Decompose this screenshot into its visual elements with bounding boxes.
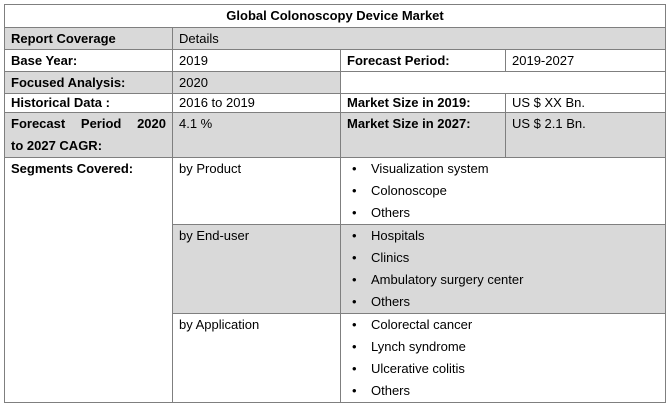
base-year-label: Base Year:	[4, 49, 173, 72]
market-size-2027-value: US $ 2.1 Bn.	[504, 112, 667, 158]
list-item: Lynch syndrome	[347, 336, 659, 358]
segment-application-name: by Application	[172, 313, 341, 403]
forecast-cagr-label-line2: to 2027 CAGR:	[11, 138, 103, 153]
title-row: Global Colonoscopy Device Market	[3, 4, 667, 28]
base-year-row: Base Year: 2019 Forecast Period: 2019-20…	[4, 49, 667, 72]
segment-enduser-name: by End-user	[172, 224, 341, 314]
list-item: Ulcerative colitis	[347, 358, 659, 380]
segment-product-list: Visualization system Colonoscope Others	[347, 158, 659, 224]
base-year-value: 2019	[172, 49, 341, 72]
list-item: Others	[347, 202, 659, 224]
market-size-2019-value: US $ XX Bn.	[504, 93, 667, 113]
forecast-period-label: Forecast Period:	[340, 49, 506, 72]
market-report-table: Global Colonoscopy Device Market Report …	[3, 4, 667, 403]
segment-application-list: Colorectal cancer Lynch syndrome Ulcerat…	[347, 314, 659, 402]
table-title: Global Colonoscopy Device Market	[3, 4, 667, 28]
forecast-cagr-value: 4.1 %	[172, 112, 341, 158]
focused-analysis-value: 2020	[172, 71, 341, 94]
list-item: Clinics	[347, 247, 659, 269]
segment-enduser-row: by End-user Hospitals Clinics Ambulatory…	[5, 224, 667, 314]
segment-enduser-list: Hospitals Clinics Ambulatory surgery cen…	[347, 225, 659, 313]
forecast-cagr-label: Forecast Period 2020 to 2027 CAGR:	[4, 112, 173, 158]
list-item: Visualization system	[347, 158, 659, 180]
report-coverage-value: Details	[171, 27, 667, 50]
list-item: Others	[347, 291, 659, 313]
forecast-period-value: 2019-2027	[504, 49, 667, 72]
focused-analysis-empty	[339, 71, 667, 94]
list-item: Hospitals	[347, 225, 659, 247]
market-size-2019-label: Market Size in 2019:	[340, 93, 506, 113]
list-item: Colorectal cancer	[347, 314, 659, 336]
segment-product-row: Segments Covered: by Product Visualizati…	[4, 157, 667, 403]
report-coverage-label: Report Coverage	[4, 27, 173, 50]
segments-covered-label: Segments Covered:	[4, 157, 173, 403]
list-item: Others	[347, 380, 659, 402]
historical-data-value: 2016 to 2019	[172, 93, 341, 113]
forecast-cagr-label-line1: Forecast Period 2020	[11, 116, 166, 131]
historical-data-label: Historical Data :	[4, 93, 173, 113]
focused-analysis-label: Focused Analysis:	[4, 71, 173, 94]
focused-analysis-row: Focused Analysis: 2020	[4, 71, 667, 94]
list-item: Colonoscope	[347, 180, 659, 202]
segment-application-items: Colorectal cancer Lynch syndrome Ulcerat…	[339, 313, 667, 403]
segment-enduser-items: Hospitals Clinics Ambulatory surgery cen…	[339, 224, 667, 314]
segment-application-row: by Application Colorectal cancer Lynch s…	[5, 313, 667, 403]
historical-data-row: Historical Data : 2016 to 2019 Market Si…	[4, 93, 667, 113]
segment-product-name: by Product	[172, 157, 341, 225]
report-table-container: Global Colonoscopy Device Market Report …	[3, 4, 667, 403]
report-coverage-row: Report Coverage Details	[4, 27, 667, 50]
segment-product-items: Visualization system Colonoscope Others	[339, 157, 667, 225]
cagr-row: Forecast Period 2020 to 2027 CAGR: 4.1 %…	[4, 112, 667, 158]
list-item: Ambulatory surgery center	[347, 269, 659, 291]
market-size-2027-label: Market Size in 2027:	[340, 112, 506, 158]
